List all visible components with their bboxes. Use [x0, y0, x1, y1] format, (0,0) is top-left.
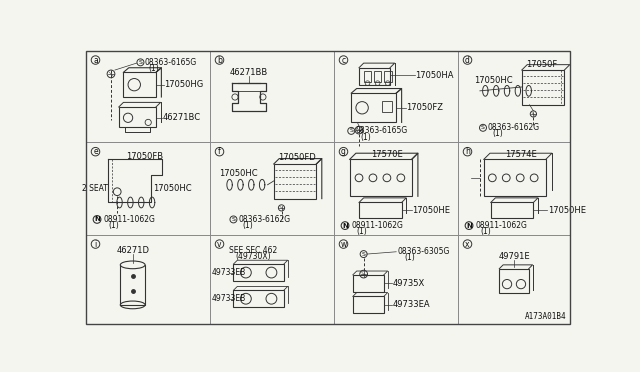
- Text: w: w: [340, 240, 347, 248]
- Bar: [382, 101, 392, 112]
- Text: 49735X: 49735X: [392, 279, 424, 288]
- Text: 46271BC: 46271BC: [163, 113, 201, 122]
- Text: S: S: [481, 125, 485, 130]
- Text: 17050FZ: 17050FZ: [406, 103, 444, 112]
- Text: a: a: [93, 55, 98, 64]
- Text: 17050HE: 17050HE: [412, 206, 451, 215]
- Text: 08363-6162G: 08363-6162G: [238, 215, 290, 224]
- Text: 17574E: 17574E: [505, 150, 536, 159]
- Text: (1): (1): [492, 129, 503, 138]
- Text: S: S: [349, 128, 353, 134]
- Bar: [499, 269, 529, 294]
- Text: 08911-1062G: 08911-1062G: [476, 221, 527, 230]
- Text: 17050HC: 17050HC: [474, 76, 513, 84]
- Bar: [384, 71, 392, 81]
- Text: A173A01B4: A173A01B4: [525, 312, 566, 321]
- Text: 08363-6165G: 08363-6165G: [145, 58, 196, 67]
- Text: 08363-6165G: 08363-6165G: [356, 126, 408, 135]
- Bar: [124, 73, 156, 97]
- Text: 17050HA: 17050HA: [415, 71, 454, 80]
- Text: b: b: [217, 55, 222, 64]
- Text: N: N: [94, 217, 100, 222]
- Text: 46271D: 46271D: [116, 246, 149, 255]
- Text: (1): (1): [108, 221, 118, 230]
- Ellipse shape: [120, 261, 145, 269]
- Bar: [234, 290, 284, 307]
- Bar: [274, 164, 316, 199]
- Text: (49730X): (49730X): [235, 252, 271, 261]
- Text: g: g: [341, 147, 346, 156]
- Text: (1): (1): [360, 132, 371, 141]
- Bar: [349, 159, 412, 196]
- Bar: [359, 68, 390, 85]
- Text: 17570E: 17570E: [371, 150, 403, 159]
- Text: 49733EB: 49733EB: [212, 268, 246, 277]
- Text: S: S: [138, 60, 142, 65]
- Text: S: S: [232, 217, 236, 222]
- Bar: [374, 71, 381, 81]
- Text: 08911-1062G: 08911-1062G: [351, 221, 403, 230]
- Text: d: d: [465, 55, 470, 64]
- Text: N: N: [466, 222, 472, 228]
- Text: SEE SEC.462: SEE SEC.462: [228, 246, 277, 255]
- Text: 49733EA: 49733EA: [392, 301, 430, 310]
- Text: i: i: [94, 240, 97, 248]
- Bar: [522, 70, 564, 105]
- Bar: [351, 93, 396, 122]
- Bar: [120, 265, 145, 305]
- Bar: [234, 264, 284, 281]
- Text: N: N: [342, 222, 348, 228]
- Bar: [353, 296, 384, 313]
- Text: 2 SEAT: 2 SEAT: [81, 184, 108, 193]
- Text: 49791E: 49791E: [498, 252, 530, 261]
- Text: x: x: [465, 240, 470, 248]
- Text: S: S: [362, 251, 365, 257]
- Text: (1): (1): [148, 64, 159, 73]
- Text: h: h: [465, 147, 470, 156]
- Text: 17050FB: 17050FB: [127, 152, 164, 161]
- Text: f: f: [218, 147, 221, 156]
- Text: 46271BB: 46271BB: [230, 68, 268, 77]
- Text: (1): (1): [243, 221, 253, 230]
- Text: v: v: [217, 240, 221, 248]
- Text: 17050HC: 17050HC: [153, 184, 191, 193]
- Bar: [364, 71, 371, 81]
- Bar: [119, 107, 156, 127]
- Bar: [491, 202, 533, 218]
- Text: 17050HG: 17050HG: [164, 80, 204, 89]
- Text: 49733EB: 49733EB: [212, 294, 246, 303]
- Text: 08363-6162G: 08363-6162G: [488, 123, 540, 132]
- Text: e: e: [93, 147, 98, 156]
- Bar: [484, 159, 546, 196]
- Text: c: c: [341, 55, 346, 64]
- Text: (1): (1): [356, 227, 367, 236]
- Text: (1): (1): [404, 253, 415, 262]
- Text: 17050HE: 17050HE: [548, 206, 586, 215]
- Text: 08911-1062G: 08911-1062G: [103, 215, 155, 224]
- Text: (1): (1): [480, 227, 491, 236]
- Text: 17050F: 17050F: [527, 60, 557, 69]
- Bar: [359, 202, 402, 218]
- Text: 08363-6305G: 08363-6305G: [397, 247, 450, 256]
- Text: 17050HC: 17050HC: [220, 169, 258, 178]
- Text: 17050FD: 17050FD: [278, 153, 316, 162]
- Bar: [353, 275, 384, 292]
